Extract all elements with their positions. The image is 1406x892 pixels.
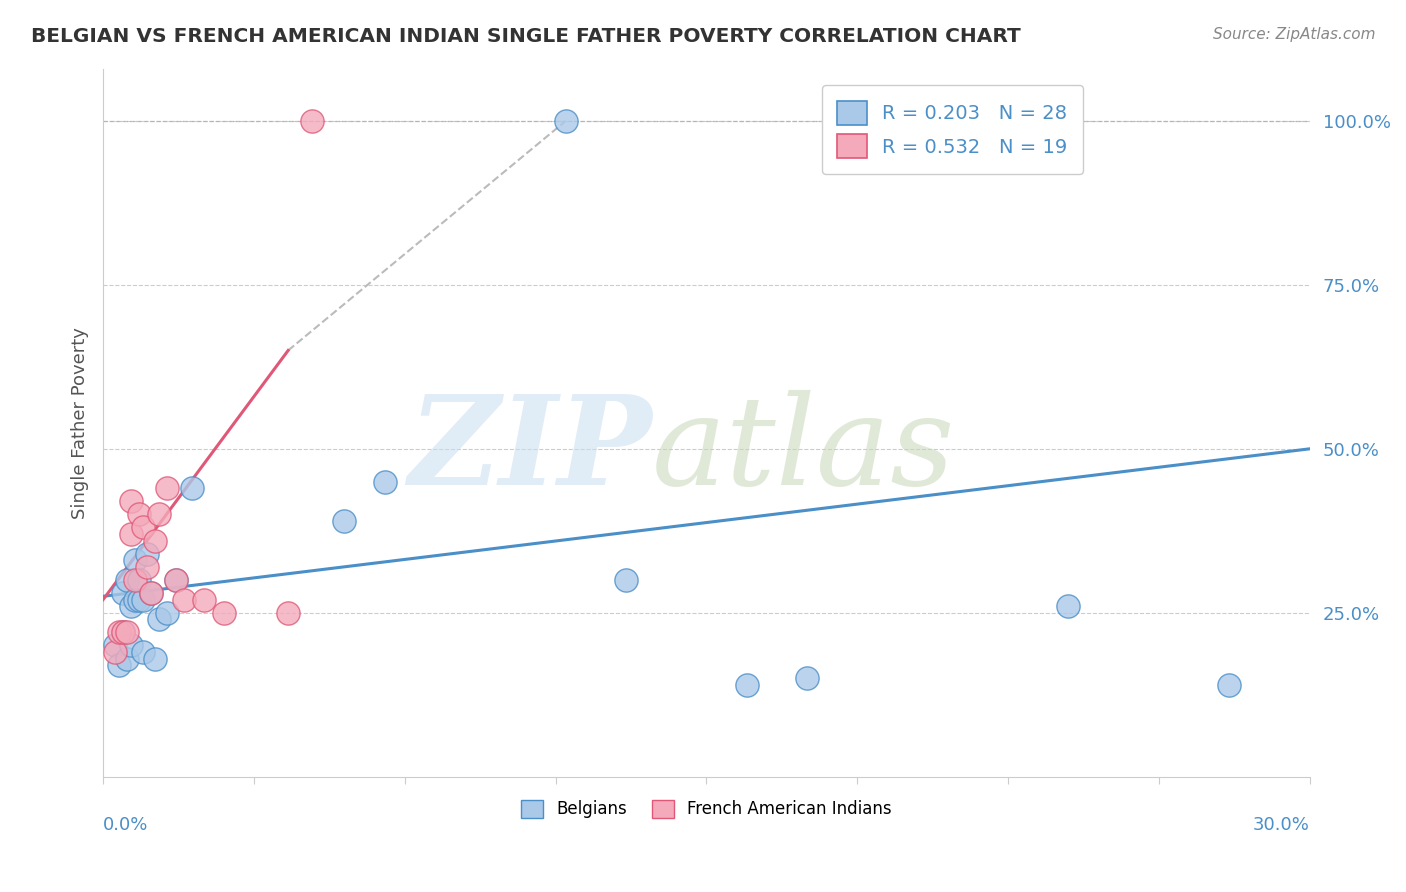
Point — [173, 592, 195, 607]
Point — [165, 573, 187, 587]
Text: 0.0%: 0.0% — [103, 815, 149, 833]
Point — [104, 645, 127, 659]
Point — [735, 678, 758, 692]
Point — [141, 586, 163, 600]
Point — [554, 114, 576, 128]
Point — [112, 625, 135, 640]
Point — [136, 547, 159, 561]
Point — [124, 553, 146, 567]
Point — [120, 639, 142, 653]
Point — [128, 573, 150, 587]
Point — [120, 527, 142, 541]
Point — [796, 671, 818, 685]
Point — [614, 573, 637, 587]
Point — [117, 651, 139, 665]
Text: atlas: atlas — [652, 390, 956, 512]
Point — [212, 606, 235, 620]
Point — [132, 520, 155, 534]
Point — [124, 592, 146, 607]
Point — [124, 573, 146, 587]
Point — [108, 658, 131, 673]
Point — [165, 573, 187, 587]
Point — [193, 592, 215, 607]
Point — [136, 559, 159, 574]
Point — [277, 606, 299, 620]
Point — [128, 508, 150, 522]
Text: BELGIAN VS FRENCH AMERICAN INDIAN SINGLE FATHER POVERTY CORRELATION CHART: BELGIAN VS FRENCH AMERICAN INDIAN SINGLE… — [31, 27, 1021, 45]
Point — [120, 494, 142, 508]
Text: 30.0%: 30.0% — [1253, 815, 1310, 833]
Point — [1057, 599, 1080, 614]
Point — [112, 625, 135, 640]
Point — [117, 573, 139, 587]
Point — [145, 651, 167, 665]
Point — [145, 533, 167, 548]
Point — [148, 612, 170, 626]
Point — [112, 586, 135, 600]
Point — [120, 599, 142, 614]
Point — [156, 481, 179, 495]
Point — [104, 639, 127, 653]
Point — [374, 475, 396, 489]
Point — [156, 606, 179, 620]
Point — [132, 592, 155, 607]
Point — [301, 114, 323, 128]
Point — [1218, 678, 1240, 692]
Point — [117, 625, 139, 640]
Point — [180, 481, 202, 495]
Y-axis label: Single Father Poverty: Single Father Poverty — [72, 326, 89, 518]
Point — [141, 586, 163, 600]
Legend: Belgians, French American Indians: Belgians, French American Indians — [515, 793, 898, 825]
Point — [132, 645, 155, 659]
Text: ZIP: ZIP — [408, 390, 652, 512]
Point — [128, 592, 150, 607]
Text: Source: ZipAtlas.com: Source: ZipAtlas.com — [1212, 27, 1375, 42]
Point — [333, 514, 356, 528]
Point — [148, 508, 170, 522]
Point — [108, 625, 131, 640]
